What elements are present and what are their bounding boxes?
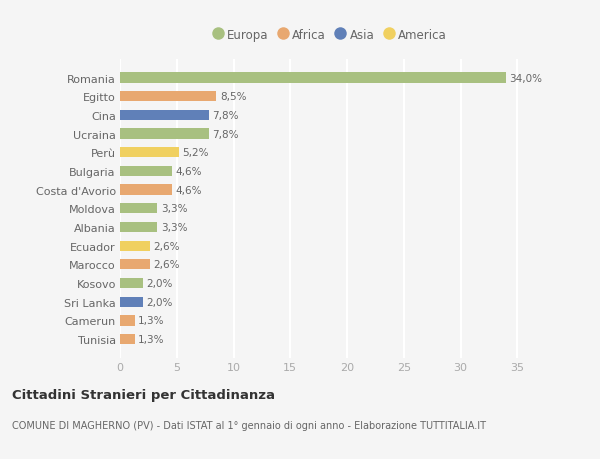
- Bar: [120, 241, 149, 251]
- Text: 2,0%: 2,0%: [146, 279, 172, 288]
- Bar: [120, 111, 209, 121]
- Text: 1,3%: 1,3%: [138, 334, 164, 344]
- Bar: [120, 204, 157, 214]
- Bar: [120, 185, 172, 196]
- Bar: [120, 297, 143, 307]
- Text: 7,8%: 7,8%: [212, 111, 238, 121]
- Bar: [120, 92, 217, 102]
- Bar: [120, 334, 135, 344]
- Text: 34,0%: 34,0%: [509, 73, 542, 84]
- Text: 2,6%: 2,6%: [153, 260, 179, 270]
- Text: 7,8%: 7,8%: [212, 129, 238, 139]
- Text: 3,3%: 3,3%: [161, 223, 187, 232]
- Text: 3,3%: 3,3%: [161, 204, 187, 214]
- Text: 2,6%: 2,6%: [153, 241, 179, 251]
- Text: Cittadini Stranieri per Cittadinanza: Cittadini Stranieri per Cittadinanza: [12, 388, 275, 401]
- Text: 1,3%: 1,3%: [138, 316, 164, 326]
- Bar: [120, 316, 135, 326]
- Bar: [120, 260, 149, 270]
- Text: COMUNE DI MAGHERNO (PV) - Dati ISTAT al 1° gennaio di ogni anno - Elaborazione T: COMUNE DI MAGHERNO (PV) - Dati ISTAT al …: [12, 420, 486, 430]
- Bar: [120, 167, 172, 177]
- Legend: Europa, Africa, Asia, America: Europa, Africa, Asia, America: [208, 24, 452, 46]
- Text: 8,5%: 8,5%: [220, 92, 247, 102]
- Text: 4,6%: 4,6%: [176, 185, 202, 195]
- Bar: [120, 278, 143, 289]
- Bar: [120, 73, 506, 84]
- Text: 5,2%: 5,2%: [182, 148, 209, 158]
- Text: 4,6%: 4,6%: [176, 167, 202, 177]
- Bar: [120, 148, 179, 158]
- Text: 2,0%: 2,0%: [146, 297, 172, 307]
- Bar: [120, 222, 157, 233]
- Bar: [120, 129, 209, 140]
